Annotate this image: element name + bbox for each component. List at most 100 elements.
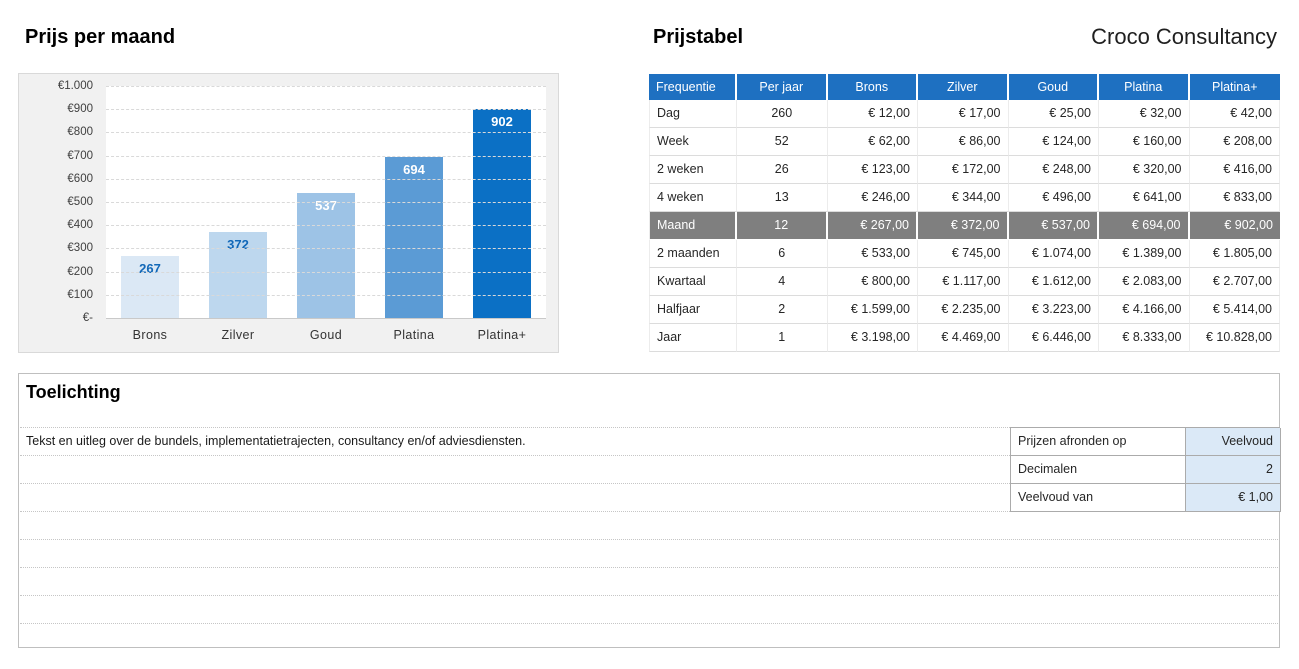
price-cell[interactable]: € 62,00 [827,128,918,156]
price-cell[interactable]: € 123,00 [827,156,918,184]
price-cell[interactable]: 4 weken [649,184,737,212]
price-cell[interactable]: € 496,00 [1008,184,1099,212]
price-cell[interactable]: € 3.198,00 [827,324,918,352]
price-cell[interactable]: € 4.469,00 [918,324,1009,352]
row-gridline [20,455,1278,456]
gridline [106,86,546,87]
price-cell[interactable]: € 641,00 [1099,184,1190,212]
price-cell[interactable]: 6 [737,240,828,268]
bar-zilver[interactable]: 372 [209,231,267,318]
price-cell[interactable]: € 2.083,00 [1099,268,1190,296]
price-cell[interactable]: 13 [737,184,828,212]
setting-value-cell[interactable]: € 1,00 [1186,484,1281,512]
price-cell[interactable]: € 208,00 [1189,128,1280,156]
price-cell[interactable]: 1 [737,324,828,352]
price-cell[interactable]: € 17,00 [918,100,1009,128]
price-table-header-platina-plus[interactable]: Platina+ [1189,74,1280,100]
price-cell[interactable]: 26 [737,156,828,184]
price-cell[interactable]: € 745,00 [918,240,1009,268]
toelichting-text-cell[interactable]: Tekst en uitleg over de bundels, impleme… [26,434,526,448]
price-cell[interactable]: € 248,00 [1008,156,1099,184]
price-cell[interactable]: € 8.333,00 [1099,324,1190,352]
price-cell[interactable]: € 344,00 [918,184,1009,212]
price-cell[interactable]: € 1.117,00 [918,268,1009,296]
price-cell[interactable]: € 537,00 [1008,212,1099,240]
price-cell[interactable]: Halfjaar [649,296,737,324]
price-cell[interactable]: 260 [737,100,828,128]
price-cell[interactable]: € 267,00 [827,212,918,240]
setting-label[interactable]: Veelvoud van [1011,484,1186,512]
y-tick-label: €300 [67,242,93,255]
price-cell[interactable]: € 172,00 [918,156,1009,184]
price-cell[interactable]: 2 [737,296,828,324]
setting-value-cell[interactable]: 2 [1186,456,1281,484]
brand-name: Croco Consultancy [1091,24,1277,49]
row-gridline [20,539,1278,540]
setting-label[interactable]: Prijzen afronden op [1011,428,1186,456]
bar-platina[interactable]: 694 [385,157,443,318]
price-table-header-brons[interactable]: Brons [827,74,918,100]
price-cell[interactable]: € 1.389,00 [1099,240,1190,268]
bar-slot: 372 [194,86,282,318]
price-table-header-per-jaar[interactable]: Per jaar [737,74,828,100]
price-cell[interactable]: € 5.414,00 [1189,296,1280,324]
price-cell[interactable]: 2 weken [649,156,737,184]
price-cell[interactable]: € 12,00 [827,100,918,128]
price-cell[interactable]: € 800,00 [827,268,918,296]
price-cell[interactable]: € 1.599,00 [827,296,918,324]
price-cell[interactable]: € 1.074,00 [1008,240,1099,268]
price-cell[interactable]: € 124,00 [1008,128,1099,156]
price-cell[interactable]: € 902,00 [1189,212,1280,240]
price-cell[interactable]: € 372,00 [918,212,1009,240]
price-cell[interactable]: € 86,00 [918,128,1009,156]
price-cell[interactable]: € 246,00 [827,184,918,212]
price-cell[interactable]: 4 [737,268,828,296]
price-cell[interactable]: € 10.828,00 [1189,324,1280,352]
setting-label[interactable]: Decimalen [1011,456,1186,484]
price-cell[interactable]: € 320,00 [1099,156,1190,184]
price-table: Frequentie Per jaar Brons Zilver Goud Platina… [649,74,1280,352]
chart-section-title: Prijs per maand [25,26,176,48]
price-cell[interactable]: € 694,00 [1099,212,1190,240]
price-cell[interactable]: € 160,00 [1099,128,1190,156]
price-cell[interactable]: € 416,00 [1189,156,1280,184]
price-cell[interactable]: € 42,00 [1189,100,1280,128]
price-cell[interactable]: € 32,00 [1099,100,1190,128]
price-cell[interactable]: € 4.166,00 [1099,296,1190,324]
price-cell[interactable]: 2 maanden [649,240,737,268]
price-cell[interactable]: Maand [649,212,737,240]
price-table-header-zilver[interactable]: Zilver [918,74,1009,100]
y-tick-label: €200 [67,265,93,278]
price-cell[interactable]: € 1.805,00 [1189,240,1280,268]
price-cell[interactable]: € 2.235,00 [918,296,1009,324]
bar-goud[interactable]: 537 [297,193,355,318]
gridline [106,318,546,319]
table-section-title: Prijstabel [653,26,744,48]
price-cell[interactable]: € 25,00 [1008,100,1099,128]
price-cell[interactable]: € 1.612,00 [1008,268,1099,296]
price-cell[interactable]: Dag [649,100,737,128]
price-cell[interactable]: 52 [737,128,828,156]
gridline [106,271,546,273]
price-cell[interactable]: € 533,00 [827,240,918,268]
price-table-header-platina[interactable]: Platina [1099,74,1190,100]
y-tick-label: €500 [67,196,93,208]
bar-value-label: 372 [227,236,249,252]
bar-platina-plus[interactable]: 902 [473,108,531,318]
price-table-header-frequentie[interactable]: Frequentie [649,74,737,100]
price-cell[interactable]: € 6.446,00 [1008,324,1099,352]
price-cell[interactable]: Jaar [649,324,737,352]
price-per-month-chart[interactable]: €1.000 €900 €800 €700 €600 €500 €400 €300 €200 €1… [18,73,559,353]
bar-brons[interactable]: 267 [121,256,179,318]
price-table-header-goud[interactable]: Goud [1008,74,1099,100]
chart-plot: 267 372 537 694 902 [106,86,546,319]
price-cell[interactable]: Week [649,128,737,156]
price-cell[interactable]: € 2.707,00 [1189,268,1280,296]
price-cell[interactable]: 12 [737,212,828,240]
setting-value-cell[interactable]: Veelvoud [1186,428,1281,456]
price-cell[interactable]: € 3.223,00 [1008,296,1099,324]
price-cell[interactable]: € 833,00 [1189,184,1280,212]
row-gridline [20,567,1278,568]
y-tick-label: €400 [67,219,93,232]
price-cell[interactable]: Kwartaal [649,268,737,296]
